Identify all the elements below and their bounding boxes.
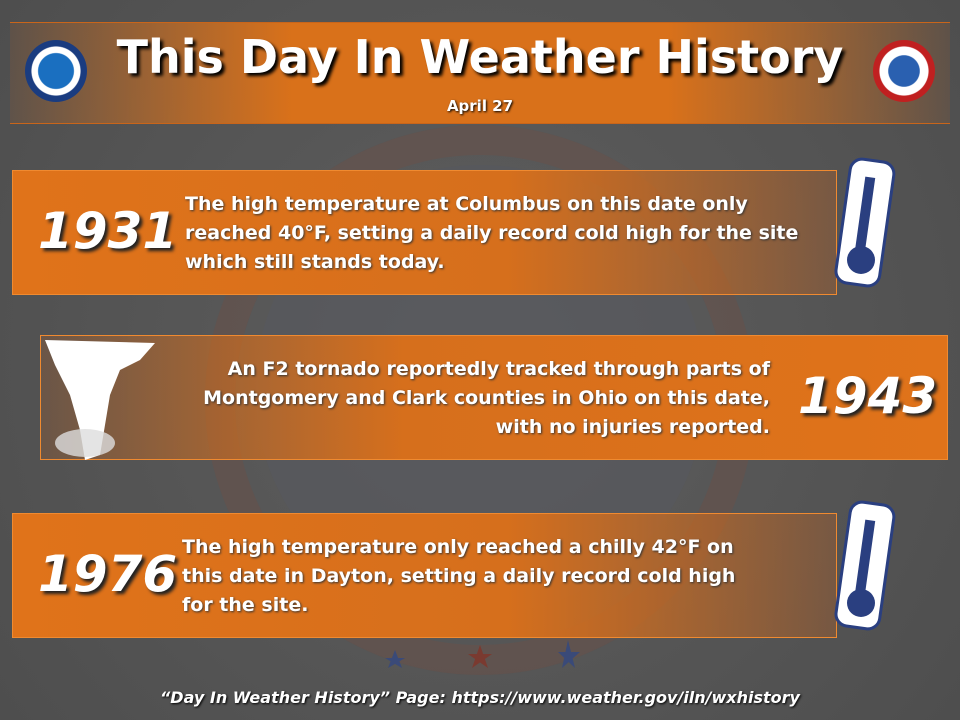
thermometer-icon (834, 157, 896, 288)
event-year: 1943 (798, 367, 938, 425)
event-text: The high temperature at Columbus on this… (185, 190, 798, 277)
nws-logo (873, 40, 935, 102)
text-line: with no injuries reported. (495, 416, 770, 438)
title: This Day In Weather History (116, 30, 844, 84)
text-line: The high temperature only reached a chil… (182, 536, 734, 558)
text-line: which still stands today. (185, 251, 445, 273)
event-year: 1976 (38, 545, 178, 603)
date: April 27 (446, 97, 514, 115)
header-band (10, 22, 950, 124)
event-box (40, 335, 948, 460)
event-text: An F2 tornado reportedly tracked through… (203, 355, 770, 442)
thermometer-icon (834, 500, 896, 631)
event-box (12, 513, 837, 638)
noaa-logo (25, 40, 87, 102)
text-line: Montgomery and Clark counties in Ohio on… (203, 387, 770, 409)
text-line: this date in Dayton, setting a daily rec… (182, 565, 736, 587)
footer: “Day In Weather History” Page: https://w… (160, 688, 800, 707)
text-line: for the site. (182, 594, 309, 616)
text-line: reached 40°F, setting a daily record col… (185, 222, 799, 244)
tornado-icon (45, 340, 155, 460)
event-year: 1931 (38, 202, 178, 260)
event-box (12, 170, 837, 295)
event-text: The high temperature only reached a chil… (182, 533, 735, 620)
text-line: An F2 tornado reportedly tracked through… (227, 358, 770, 380)
text-line: The high temperature at Columbus on this… (185, 193, 748, 215)
